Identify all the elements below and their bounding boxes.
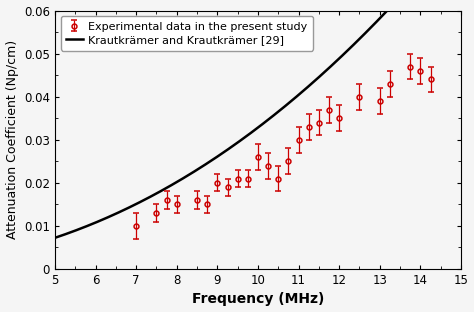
Krautkrämer and Krautkrämer [29] xyxy=(272,113,277,116)
Y-axis label: Attenuation Coefficient (Np/cm): Attenuation Coefficient (Np/cm) xyxy=(6,40,18,239)
X-axis label: Frequency (MHz): Frequency (MHz) xyxy=(192,292,324,306)
Krautkrämer and Krautkrämer [29] xyxy=(385,8,391,12)
Krautkrämer and Krautkrämer [29] xyxy=(52,236,58,240)
Line: Krautkrämer and Krautkrämer [29]: Krautkrämer and Krautkrämer [29] xyxy=(55,0,461,238)
Legend: Experimental data in the present study, Krautkrämer and Krautkrämer [29]: Experimental data in the present study, … xyxy=(61,16,313,51)
Krautkrämer and Krautkrämer [29] xyxy=(247,131,253,135)
Krautkrämer and Krautkrämer [29] xyxy=(294,95,300,98)
Krautkrämer and Krautkrämer [29] xyxy=(245,133,251,137)
